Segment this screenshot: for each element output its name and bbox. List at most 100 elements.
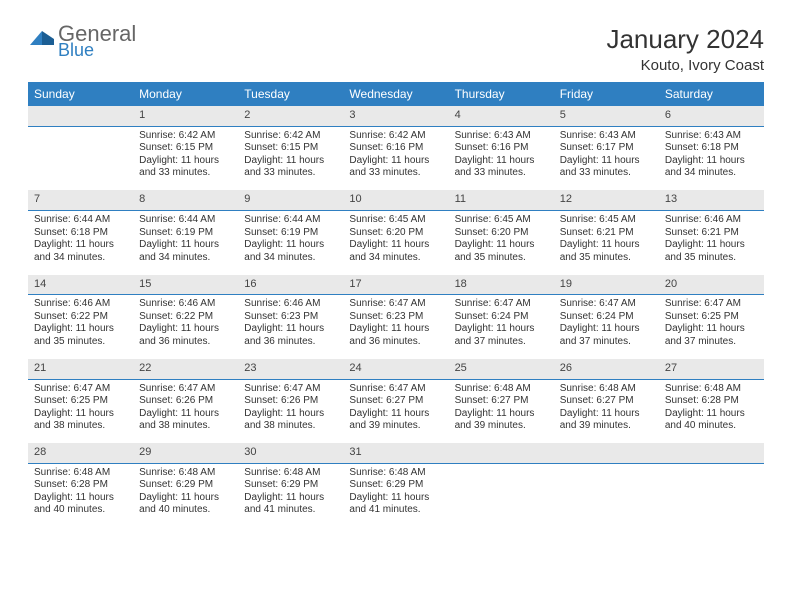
sunrise-line: Sunrise: 6:48 AM bbox=[139, 467, 232, 480]
sunrise-line: Sunrise: 6:46 AM bbox=[34, 298, 127, 311]
day-number-cell: 1 bbox=[133, 106, 238, 126]
sunset-line: Sunset: 6:15 PM bbox=[139, 142, 232, 155]
daylight-line: Daylight: 11 hours and 38 minutes. bbox=[244, 408, 337, 433]
sunset-line: Sunset: 6:28 PM bbox=[34, 479, 127, 492]
sunset-line: Sunset: 6:20 PM bbox=[349, 227, 442, 240]
day-number-cell: 3 bbox=[343, 106, 448, 126]
day-number-cell: 25 bbox=[449, 359, 554, 379]
day-content-cell: Sunrise: 6:44 AMSunset: 6:19 PMDaylight:… bbox=[133, 211, 238, 275]
weekday-header: Thursday bbox=[449, 82, 554, 106]
sunrise-line: Sunrise: 6:47 AM bbox=[455, 298, 548, 311]
day-content-cell: Sunrise: 6:43 AMSunset: 6:18 PMDaylight:… bbox=[659, 126, 764, 190]
sunset-line: Sunset: 6:26 PM bbox=[139, 395, 232, 408]
sunrise-line: Sunrise: 6:47 AM bbox=[139, 383, 232, 396]
day-number-cell: 8 bbox=[133, 190, 238, 210]
daynum-row: 14151617181920 bbox=[28, 275, 764, 295]
day-number-cell: 23 bbox=[238, 359, 343, 379]
sunrise-line: Sunrise: 6:44 AM bbox=[244, 214, 337, 227]
sunrise-line: Sunrise: 6:48 AM bbox=[244, 467, 337, 480]
daylight-line: Daylight: 11 hours and 39 minutes. bbox=[560, 408, 653, 433]
sunrise-line: Sunrise: 6:42 AM bbox=[139, 130, 232, 143]
day-number-cell: 15 bbox=[133, 275, 238, 295]
sunrise-line: Sunrise: 6:48 AM bbox=[665, 383, 758, 396]
content-row: Sunrise: 6:47 AMSunset: 6:25 PMDaylight:… bbox=[28, 379, 764, 443]
day-content-cell: Sunrise: 6:45 AMSunset: 6:20 PMDaylight:… bbox=[449, 211, 554, 275]
sunrise-line: Sunrise: 6:47 AM bbox=[244, 383, 337, 396]
logo-mark-icon bbox=[28, 25, 56, 58]
sunset-line: Sunset: 6:27 PM bbox=[560, 395, 653, 408]
sunrise-line: Sunrise: 6:47 AM bbox=[349, 383, 442, 396]
daylight-line: Daylight: 11 hours and 34 minutes. bbox=[34, 239, 127, 264]
day-content-cell: Sunrise: 6:47 AMSunset: 6:25 PMDaylight:… bbox=[28, 379, 133, 443]
sunrise-line: Sunrise: 6:45 AM bbox=[560, 214, 653, 227]
day-number-cell: 29 bbox=[133, 443, 238, 463]
daylight-line: Daylight: 11 hours and 34 minutes. bbox=[139, 239, 232, 264]
day-number-cell: 16 bbox=[238, 275, 343, 295]
daylight-line: Daylight: 11 hours and 35 minutes. bbox=[34, 323, 127, 348]
daylight-line: Daylight: 11 hours and 41 minutes. bbox=[349, 492, 442, 517]
daylight-line: Daylight: 11 hours and 35 minutes. bbox=[455, 239, 548, 264]
day-content-cell: Sunrise: 6:48 AMSunset: 6:29 PMDaylight:… bbox=[343, 463, 448, 527]
daynum-row: 28293031 bbox=[28, 443, 764, 463]
content-row: Sunrise: 6:44 AMSunset: 6:18 PMDaylight:… bbox=[28, 211, 764, 275]
weekday-header: Sunday bbox=[28, 82, 133, 106]
month-title: January 2024 bbox=[606, 24, 764, 55]
daylight-line: Daylight: 11 hours and 33 minutes. bbox=[560, 155, 653, 180]
sunrise-line: Sunrise: 6:46 AM bbox=[244, 298, 337, 311]
sunset-line: Sunset: 6:23 PM bbox=[244, 311, 337, 324]
day-content-cell: Sunrise: 6:46 AMSunset: 6:21 PMDaylight:… bbox=[659, 211, 764, 275]
daynum-row: 78910111213 bbox=[28, 190, 764, 210]
day-number-cell bbox=[28, 106, 133, 126]
daylight-line: Daylight: 11 hours and 39 minutes. bbox=[455, 408, 548, 433]
daylight-line: Daylight: 11 hours and 41 minutes. bbox=[244, 492, 337, 517]
daylight-line: Daylight: 11 hours and 38 minutes. bbox=[34, 408, 127, 433]
day-number-cell: 22 bbox=[133, 359, 238, 379]
sunset-line: Sunset: 6:24 PM bbox=[455, 311, 548, 324]
sunset-line: Sunset: 6:20 PM bbox=[455, 227, 548, 240]
daylight-line: Daylight: 11 hours and 33 minutes. bbox=[139, 155, 232, 180]
day-content-cell: Sunrise: 6:47 AMSunset: 6:26 PMDaylight:… bbox=[133, 379, 238, 443]
content-row: Sunrise: 6:46 AMSunset: 6:22 PMDaylight:… bbox=[28, 295, 764, 359]
day-content-cell: Sunrise: 6:43 AMSunset: 6:17 PMDaylight:… bbox=[554, 126, 659, 190]
brand-word-2: Blue bbox=[58, 42, 136, 58]
weekday-header: Monday bbox=[133, 82, 238, 106]
sunset-line: Sunset: 6:15 PM bbox=[244, 142, 337, 155]
sunset-line: Sunset: 6:22 PM bbox=[34, 311, 127, 324]
sunrise-line: Sunrise: 6:47 AM bbox=[34, 383, 127, 396]
day-content-cell: Sunrise: 6:48 AMSunset: 6:27 PMDaylight:… bbox=[554, 379, 659, 443]
day-number-cell: 6 bbox=[659, 106, 764, 126]
daylight-line: Daylight: 11 hours and 35 minutes. bbox=[665, 239, 758, 264]
day-number-cell: 18 bbox=[449, 275, 554, 295]
day-content-cell: Sunrise: 6:47 AMSunset: 6:25 PMDaylight:… bbox=[659, 295, 764, 359]
sunset-line: Sunset: 6:19 PM bbox=[244, 227, 337, 240]
sunset-line: Sunset: 6:19 PM bbox=[139, 227, 232, 240]
daylight-line: Daylight: 11 hours and 36 minutes. bbox=[349, 323, 442, 348]
daylight-line: Daylight: 11 hours and 39 minutes. bbox=[349, 408, 442, 433]
sunset-line: Sunset: 6:29 PM bbox=[139, 479, 232, 492]
day-number-cell: 5 bbox=[554, 106, 659, 126]
daynum-row: 21222324252627 bbox=[28, 359, 764, 379]
daylight-line: Daylight: 11 hours and 33 minutes. bbox=[455, 155, 548, 180]
day-number-cell: 19 bbox=[554, 275, 659, 295]
sunset-line: Sunset: 6:25 PM bbox=[34, 395, 127, 408]
sunrise-line: Sunrise: 6:44 AM bbox=[34, 214, 127, 227]
day-content-cell: Sunrise: 6:48 AMSunset: 6:28 PMDaylight:… bbox=[28, 463, 133, 527]
title-block: January 2024 Kouto, Ivory Coast bbox=[606, 24, 764, 74]
sunset-line: Sunset: 6:16 PM bbox=[455, 142, 548, 155]
day-content-cell: Sunrise: 6:46 AMSunset: 6:22 PMDaylight:… bbox=[133, 295, 238, 359]
sunrise-line: Sunrise: 6:46 AM bbox=[665, 214, 758, 227]
day-content-cell: Sunrise: 6:45 AMSunset: 6:20 PMDaylight:… bbox=[343, 211, 448, 275]
sunset-line: Sunset: 6:18 PM bbox=[34, 227, 127, 240]
day-number-cell: 27 bbox=[659, 359, 764, 379]
weekday-header: Friday bbox=[554, 82, 659, 106]
day-number-cell bbox=[449, 443, 554, 463]
daylight-line: Daylight: 11 hours and 34 minutes. bbox=[665, 155, 758, 180]
day-number-cell: 12 bbox=[554, 190, 659, 210]
sunset-line: Sunset: 6:29 PM bbox=[244, 479, 337, 492]
day-content-cell: Sunrise: 6:47 AMSunset: 6:23 PMDaylight:… bbox=[343, 295, 448, 359]
sunset-line: Sunset: 6:22 PM bbox=[139, 311, 232, 324]
sunset-line: Sunset: 6:21 PM bbox=[560, 227, 653, 240]
calendar-weekday-header: SundayMondayTuesdayWednesdayThursdayFrid… bbox=[28, 82, 764, 106]
location: Kouto, Ivory Coast bbox=[606, 57, 764, 74]
daylight-line: Daylight: 11 hours and 40 minutes. bbox=[665, 408, 758, 433]
